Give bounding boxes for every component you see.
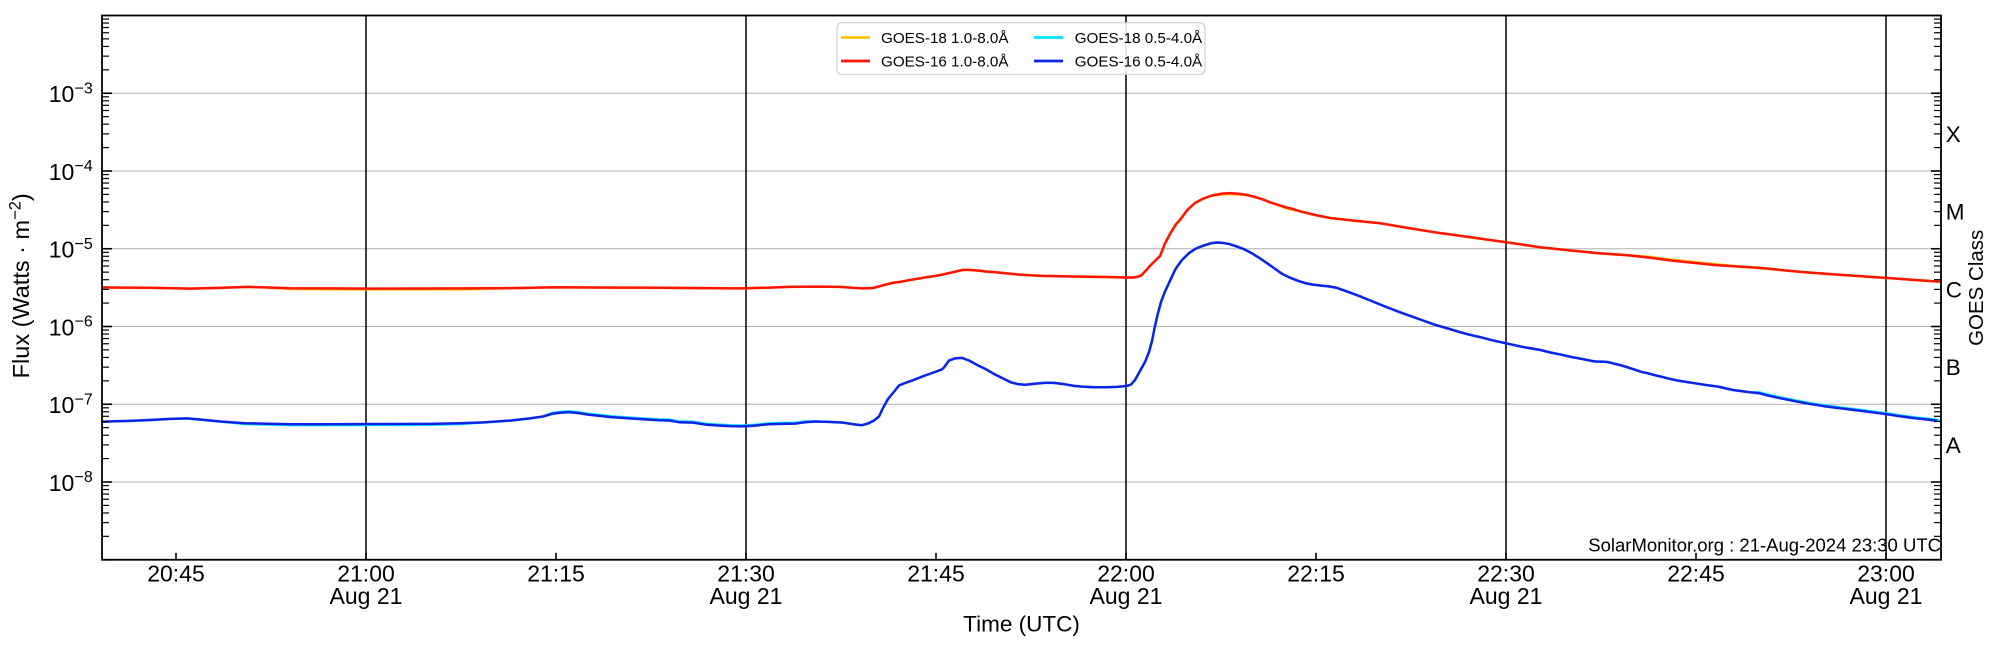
- svg-text:Aug 21: Aug 21: [1850, 583, 1923, 609]
- svg-text:−4: −4: [75, 158, 93, 175]
- svg-text:21:15: 21:15: [527, 561, 585, 587]
- svg-text:−6: −6: [75, 314, 93, 331]
- svg-text:22:00: 22:00: [1097, 561, 1155, 587]
- svg-text:SolarMonitor.org : 21-Aug-2024: SolarMonitor.org : 21-Aug-2024 23:30 UTC: [1588, 535, 1941, 556]
- svg-text:GOES Class: GOES Class: [1965, 230, 1988, 346]
- svg-text:−3: −3: [75, 81, 93, 98]
- svg-text:A: A: [1946, 433, 1961, 458]
- svg-text:−8: −8: [75, 469, 93, 486]
- svg-text:Aug 21: Aug 21: [330, 583, 403, 609]
- svg-text:Aug 21: Aug 21: [710, 583, 783, 609]
- svg-text:22:30: 22:30: [1477, 561, 1535, 587]
- svg-text:GOES-16 0.5-4.0Å: GOES-16 0.5-4.0Å: [1075, 53, 1203, 70]
- svg-text:10: 10: [49, 392, 75, 418]
- svg-text:B: B: [1946, 355, 1961, 380]
- svg-text:22:45: 22:45: [1667, 561, 1725, 587]
- svg-text:C: C: [1946, 277, 1962, 302]
- svg-text:GOES-16 1.0-8.0Å: GOES-16 1.0-8.0Å: [881, 53, 1009, 70]
- svg-text:10: 10: [49, 314, 75, 340]
- svg-text:−7: −7: [75, 391, 93, 408]
- svg-text:Aug 21: Aug 21: [1090, 583, 1163, 609]
- svg-text:23:00: 23:00: [1857, 561, 1915, 587]
- svg-text:M: M: [1946, 200, 1965, 225]
- svg-text:22:15: 22:15: [1287, 561, 1345, 587]
- svg-text:−5: −5: [75, 236, 93, 253]
- svg-text:20:45: 20:45: [147, 561, 205, 587]
- svg-text:10: 10: [49, 159, 75, 185]
- svg-text:Time (UTC): Time (UTC): [963, 612, 1080, 637]
- svg-text:21:45: 21:45: [907, 561, 965, 587]
- svg-text:GOES-18 1.0-8.0Å: GOES-18 1.0-8.0Å: [881, 30, 1009, 47]
- svg-text:10: 10: [49, 470, 75, 496]
- svg-text:21:00: 21:00: [337, 561, 395, 587]
- svg-text:10: 10: [49, 237, 75, 263]
- svg-text:X: X: [1946, 122, 1961, 147]
- svg-text:Aug 21: Aug 21: [1470, 583, 1543, 609]
- svg-text:Flux (Watts · m−2): Flux (Watts · m−2): [6, 193, 34, 378]
- svg-text:10: 10: [49, 81, 75, 107]
- svg-text:21:30: 21:30: [717, 561, 775, 587]
- svg-text:GOES-18 0.5-4.0Å: GOES-18 0.5-4.0Å: [1075, 30, 1203, 47]
